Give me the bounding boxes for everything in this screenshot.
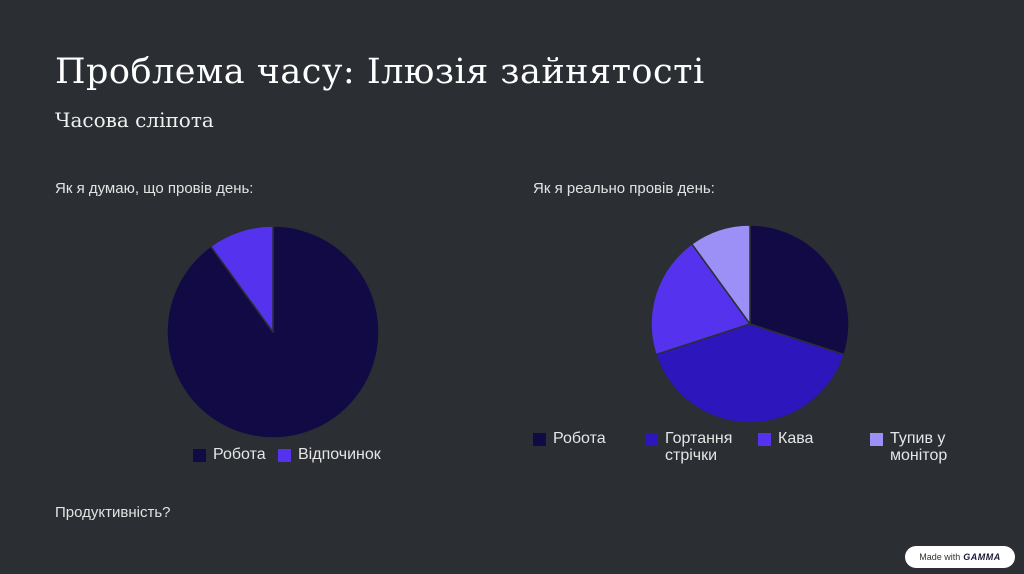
actual-legend-label-2: Кава (778, 430, 814, 447)
actual-legend-label-3: Тупив у монітор (890, 430, 948, 464)
page-subtitle: Часова сліпота (55, 108, 214, 132)
page-title: Проблема часу: Ілюзія зайнятості (55, 52, 705, 92)
perceived-legend-label-1: Відпочинок (298, 446, 381, 463)
perceived-legend-swatch-0 (193, 449, 206, 462)
badge-prefix: Made with (919, 552, 961, 562)
perceived-legend-item-1: Відпочинок (278, 446, 381, 463)
actual-legend-label-1: Гортання стрічки (665, 430, 733, 464)
gamma-logo-text: GAMMA (963, 552, 1001, 562)
chart-title-perceived: Як я думаю, що провів день: (55, 180, 254, 197)
perceived-legend-item-0: Робота (193, 446, 266, 463)
actual-slice-2 (650, 243, 751, 356)
actual-legend-item-0: Робота (533, 430, 606, 447)
productivity-question: Продуктивність? (55, 504, 171, 521)
actual-legend-item-2: Кава (758, 430, 813, 447)
actual-legend-label-0: Робота (553, 430, 606, 447)
perceived-slice-1 (209, 225, 274, 333)
actual-legend-item-3: Тупив у монітор (870, 430, 947, 464)
actual-legend-swatch-2 (758, 433, 771, 446)
actual-slice-1 (655, 323, 845, 424)
chart-title-actual: Як я реально провів день: (533, 180, 715, 197)
perceived-legend-label-0: Робота (213, 446, 266, 463)
actual-slice-3 (691, 224, 751, 325)
actual-slice-0 (749, 224, 850, 356)
perceived-legend-swatch-1 (278, 449, 291, 462)
actual-legend-swatch-1 (645, 433, 658, 446)
pie-chart-actual (650, 224, 850, 424)
pie-chart-perceived (166, 225, 380, 439)
actual-legend-swatch-3 (870, 433, 883, 446)
actual-legend-swatch-0 (533, 433, 546, 446)
actual-legend-item-1: Гортання стрічки (645, 430, 732, 464)
made-with-gamma-badge[interactable]: Made with GAMMA (905, 546, 1015, 568)
